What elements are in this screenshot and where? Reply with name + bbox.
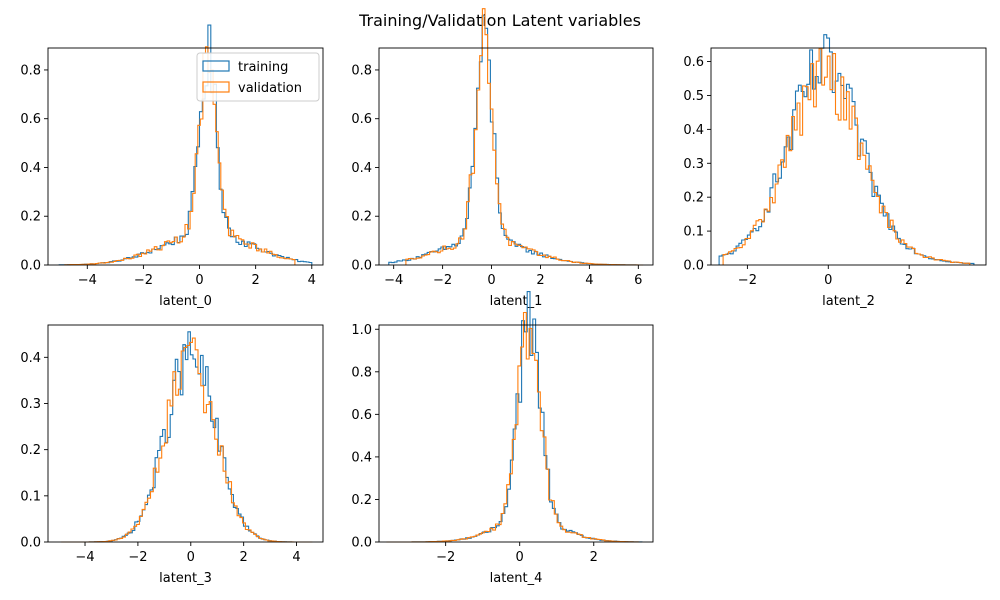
x-tick-label: −4	[384, 273, 403, 288]
y-tick-label: 0.4	[351, 161, 372, 176]
x-tick-label: 6	[634, 273, 642, 288]
x-tick-label: 0	[187, 550, 195, 565]
legend-box	[196, 52, 320, 102]
y-tick-label: 1.0	[351, 323, 372, 338]
y-tick-label: 0.6	[20, 112, 41, 127]
y-tick-label: 0.0	[20, 536, 41, 551]
y-tick-label: 0.2	[20, 443, 41, 458]
x-axis-label: latent_4	[490, 571, 543, 586]
y-tick-label: 0.6	[683, 55, 704, 70]
x-tick-label: −4	[78, 273, 97, 288]
y-tick-label: 0.6	[351, 408, 372, 423]
x-tick-label: 4	[292, 550, 300, 565]
legend: training validation	[196, 52, 320, 102]
x-tick-label: 0	[824, 273, 832, 288]
x-tick-label: 0	[487, 273, 495, 288]
x-axis-label: latent_0	[159, 294, 212, 309]
x-tick-label: 4	[308, 273, 316, 288]
x-tick-label: 0	[195, 273, 203, 288]
y-tick-label: 0.2	[20, 210, 41, 225]
y-tick-label: 0.8	[351, 365, 372, 380]
y-tick-label: 0.4	[683, 123, 704, 138]
x-axis-label: latent_3	[159, 571, 212, 586]
series-validation-step	[61, 337, 313, 543]
series-training-step	[388, 15, 637, 266]
y-tick-label: 0.5	[683, 89, 704, 104]
y-tick-label: 0.8	[351, 63, 372, 78]
y-tick-label: 0.4	[20, 351, 41, 366]
subplot-latent_1: −4 −2 0 2 4 6 0.0 0.2 0.4 0.6 0.8 latent_1	[351, 8, 654, 309]
y-tick-label: 0.0	[351, 259, 372, 274]
x-tick-label: −2	[128, 550, 147, 565]
series-validation-step	[722, 48, 971, 265]
legend-label-validation: validation	[238, 81, 302, 96]
x-tick-label: 2	[240, 550, 248, 565]
series-validation-step	[405, 8, 644, 266]
y-tick-label: 0.2	[351, 210, 372, 225]
y-tick-label: 0.4	[351, 450, 372, 465]
y-tick-label: 0.8	[20, 63, 41, 78]
x-tick-label: −2	[134, 273, 153, 288]
legend-label-training: training	[238, 60, 288, 75]
axes-frame	[47, 324, 324, 543]
x-tick-label: −2	[738, 273, 757, 288]
x-axis-label: latent_1	[490, 294, 543, 309]
series-validation-step	[386, 311, 639, 543]
axes-frame	[378, 47, 654, 266]
subplot-latent_4: −2 0 2 0.0 0.2 0.4 0.6 0.8 1.0 latent_4	[351, 291, 654, 586]
subplot-latent_2: −2 0 2 0.0 0.1 0.2 0.3 0.4 0.5 0.6 latent_2	[683, 34, 987, 309]
figure-title: Training/Validation Latent variables	[358, 11, 641, 30]
x-tick-label: 0	[516, 550, 524, 565]
y-tick-label: 0.0	[683, 259, 704, 274]
axes-frame	[47, 47, 324, 266]
legend-swatch-validation	[202, 81, 230, 93]
y-tick-label: 0.3	[683, 157, 704, 172]
y-tick-label: 0.2	[351, 493, 372, 508]
series-training-step	[69, 331, 297, 543]
series-training-step	[390, 291, 643, 543]
subplot-grid: −4 −2 0 2 4 0.0 0.2 0.4 0.6 0.8 latent_0 training va…	[20, 8, 987, 586]
x-tick-label: 2	[252, 273, 260, 288]
x-tick-label: 2	[590, 550, 598, 565]
axes-frame	[378, 324, 654, 543]
y-tick-label: 0.0	[351, 536, 372, 551]
legend-swatch-training	[202, 60, 230, 72]
y-tick-label: 0.1	[683, 225, 704, 240]
y-tick-label: 0.1	[20, 489, 41, 504]
x-tick-label: 2	[905, 273, 913, 288]
y-tick-label: 0.0	[20, 259, 41, 274]
x-axis-label: latent_2	[822, 294, 875, 309]
y-tick-label: 0.2	[683, 191, 704, 206]
series-training-step	[58, 24, 313, 266]
x-tick-label: −2	[436, 550, 455, 565]
y-tick-label: 0.3	[20, 397, 41, 412]
subplot-latent_0: −4 −2 0 2 4 0.0 0.2 0.4 0.6 0.8 latent_0 training va…	[20, 24, 324, 309]
series-training-step	[718, 34, 975, 265]
subplot-latent_3: −4 −2 0 2 4 0.0 0.1 0.2 0.3 0.4 latent_3	[20, 324, 324, 586]
x-tick-label: 4	[585, 273, 593, 288]
x-tick-label: −4	[75, 550, 94, 565]
x-tick-label: −2	[433, 273, 452, 288]
y-tick-label: 0.6	[351, 112, 372, 127]
series-validation-step	[64, 46, 296, 266]
y-tick-label: 0.4	[20, 161, 41, 176]
x-tick-label: 2	[536, 273, 544, 288]
axes-frame	[710, 47, 987, 266]
